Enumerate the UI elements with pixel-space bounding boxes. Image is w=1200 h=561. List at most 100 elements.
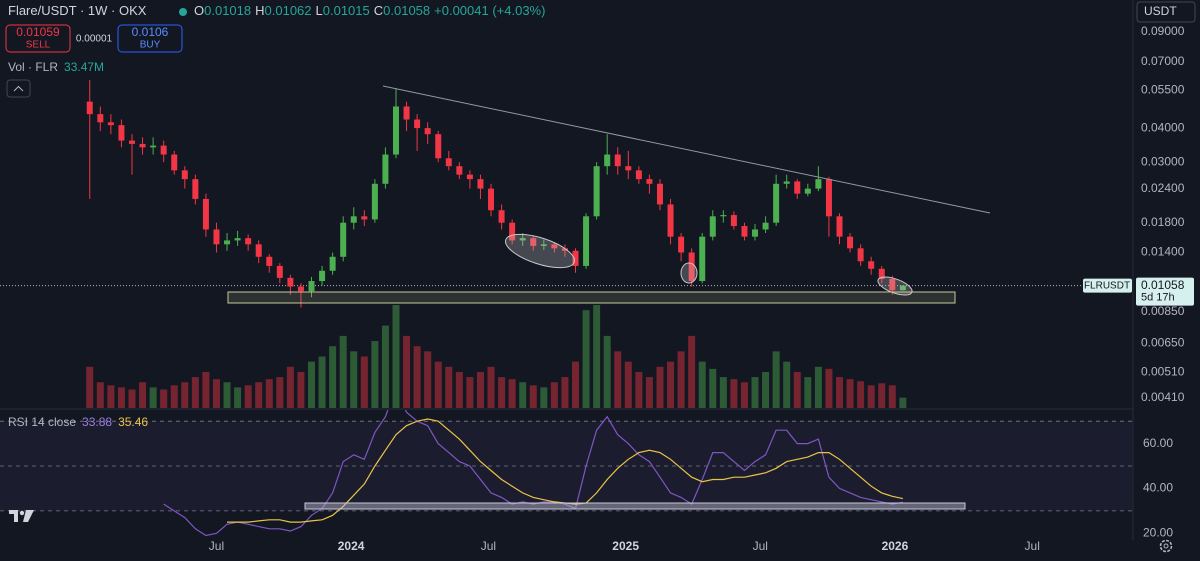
candle-body bbox=[350, 216, 357, 223]
buy-price[interactable]: 0.0106 bbox=[132, 25, 169, 39]
candle-body bbox=[857, 248, 864, 262]
volume-bar bbox=[772, 351, 780, 408]
logo-part[interactable] bbox=[9, 510, 18, 522]
candle-body bbox=[889, 278, 896, 291]
buy-label[interactable]: BUY bbox=[140, 40, 161, 51]
candle-body bbox=[435, 134, 442, 159]
buy-button[interactable]: 0.0106 BUY bbox=[117, 24, 183, 53]
buy-box[interactable] bbox=[117, 24, 183, 53]
candle-body bbox=[699, 236, 706, 282]
volume-bar bbox=[867, 385, 875, 408]
volume-bar bbox=[677, 351, 685, 408]
change: +0.00041 (+4.03%) bbox=[434, 3, 545, 18]
time-tick-label: Jul bbox=[481, 539, 496, 553]
candle-body bbox=[234, 238, 241, 241]
candle-body bbox=[202, 198, 209, 230]
countdown: 5d 17h bbox=[1141, 292, 1175, 304]
candle-body bbox=[815, 179, 822, 189]
candle-body bbox=[773, 183, 780, 223]
sell-price[interactable]: 0.01059 bbox=[16, 25, 60, 39]
candle-body bbox=[720, 215, 727, 217]
sell-button[interactable]: 0.01059 SELL bbox=[5, 24, 71, 53]
currency-select[interactable]: USDT bbox=[1136, 1, 1196, 23]
candle-body bbox=[730, 215, 737, 227]
candle-body bbox=[656, 183, 663, 205]
candle-body bbox=[752, 229, 759, 237]
currency-label[interactable]: USDT bbox=[1144, 4, 1177, 18]
symbol-label: FLRUSDT bbox=[1084, 280, 1130, 291]
rsi-tick-label: 20.00 bbox=[1143, 525, 1173, 539]
candle-body bbox=[150, 145, 157, 148]
rsi-legend: RSI 14 close 33.88 35.46 bbox=[8, 415, 148, 429]
collapse-button[interactable] bbox=[6, 79, 31, 98]
candle-body bbox=[593, 166, 600, 217]
volume-bar bbox=[635, 371, 643, 408]
candle-body bbox=[308, 281, 315, 292]
candle-body bbox=[899, 285, 906, 291]
candle-body bbox=[245, 238, 252, 245]
volume-bar bbox=[223, 382, 231, 408]
volume-bar bbox=[698, 361, 706, 408]
price-tag-value: 0.01058 bbox=[1141, 278, 1185, 292]
volume-bar bbox=[139, 382, 147, 408]
volume-bar bbox=[403, 335, 411, 408]
candle-body bbox=[329, 256, 336, 271]
volume-bar bbox=[329, 346, 337, 408]
highlight-ellipse bbox=[505, 233, 575, 269]
candle-body bbox=[847, 236, 854, 249]
price-tick-label: 0.07000 bbox=[1141, 54, 1185, 68]
candle-body bbox=[709, 216, 716, 237]
volume-bar bbox=[783, 361, 791, 408]
gear-icon[interactable] bbox=[1159, 539, 1173, 553]
candle-body bbox=[825, 179, 832, 217]
price-tick-label: 0.00650 bbox=[1141, 336, 1185, 350]
candle-body bbox=[171, 154, 178, 171]
logo-part[interactable] bbox=[23, 510, 34, 522]
sell-label[interactable]: SELL bbox=[26, 40, 51, 51]
sell-box[interactable] bbox=[5, 24, 71, 53]
volume-bar bbox=[540, 387, 548, 408]
currency-box[interactable] bbox=[1136, 1, 1196, 23]
price-tick-label: 0.00510 bbox=[1141, 364, 1185, 378]
candle-body bbox=[107, 122, 114, 126]
volume-bar bbox=[645, 377, 653, 408]
rsi-tick-label: 60.00 bbox=[1143, 436, 1173, 450]
candle-body bbox=[297, 286, 304, 292]
candle-body bbox=[836, 216, 843, 237]
logo-part[interactable] bbox=[19, 510, 25, 516]
volume-bar bbox=[318, 356, 326, 408]
candle-body bbox=[97, 114, 104, 123]
candle-body bbox=[762, 222, 769, 230]
time-tick-label: Jul bbox=[753, 539, 768, 553]
volume-bar bbox=[529, 385, 537, 408]
time-tick-label: 2024 bbox=[338, 539, 365, 553]
volume-bar bbox=[709, 368, 717, 408]
volume-bar bbox=[392, 305, 400, 408]
logo[interactable] bbox=[9, 510, 34, 522]
collapse-box[interactable] bbox=[6, 79, 31, 98]
volume-bar bbox=[160, 389, 168, 408]
rsi-tick-label: 40.00 bbox=[1143, 481, 1173, 495]
candle-body bbox=[361, 216, 368, 220]
rsi-band bbox=[0, 421, 1132, 511]
price-tick-label: 0.00410 bbox=[1141, 390, 1185, 404]
ohlc-value: 0.01062 bbox=[265, 3, 312, 18]
plot-layer bbox=[0, 80, 1132, 537]
candle-body bbox=[498, 210, 505, 223]
volume-bar bbox=[814, 366, 822, 408]
volume-bar bbox=[255, 382, 263, 408]
settings-button[interactable] bbox=[1159, 539, 1173, 553]
candle-body bbox=[794, 181, 801, 194]
status-dot bbox=[179, 8, 187, 16]
candle-body bbox=[688, 252, 695, 282]
volume-bar bbox=[86, 366, 94, 408]
volume-bar bbox=[899, 397, 907, 408]
candle-body bbox=[128, 140, 135, 144]
chevron-icon[interactable] bbox=[13, 85, 24, 92]
candle-body bbox=[509, 222, 516, 241]
ohlc-value: 0.01058 bbox=[383, 3, 430, 18]
volume-bar bbox=[360, 356, 368, 408]
gear-icon[interactable] bbox=[1163, 543, 1169, 549]
ohlc-value: 0.01015 bbox=[323, 3, 370, 18]
